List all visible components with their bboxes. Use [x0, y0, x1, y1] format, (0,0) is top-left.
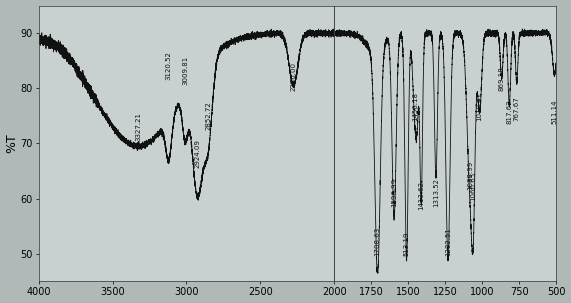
- Y-axis label: %T: %T: [6, 134, 18, 153]
- Text: 869.18: 869.18: [498, 66, 505, 91]
- Text: 1018.41: 1018.41: [477, 92, 482, 121]
- Text: 3327.21: 3327.21: [135, 112, 141, 141]
- Text: 512.19: 512.19: [404, 232, 409, 256]
- Text: 1060.65: 1060.65: [471, 172, 476, 201]
- Text: 1083.99: 1083.99: [467, 161, 473, 190]
- Text: 1708.63: 1708.63: [375, 227, 380, 256]
- Text: 1456.18: 1456.18: [412, 92, 418, 121]
- Text: 1232.51: 1232.51: [445, 228, 451, 256]
- Text: 1596.99: 1596.99: [391, 178, 397, 207]
- Text: 1313.52: 1313.52: [433, 178, 439, 207]
- Text: 2924.09: 2924.09: [195, 139, 200, 168]
- Text: 3009.81: 3009.81: [182, 56, 188, 85]
- Text: 817.62: 817.62: [506, 99, 512, 124]
- Text: 767.67: 767.67: [513, 97, 520, 121]
- Text: 1413.62: 1413.62: [418, 181, 424, 210]
- Text: 3120.52: 3120.52: [166, 51, 172, 80]
- Text: 2276.00: 2276.00: [291, 62, 296, 91]
- Text: 2852.72: 2852.72: [205, 101, 211, 130]
- Text: 511.14: 511.14: [552, 100, 557, 124]
